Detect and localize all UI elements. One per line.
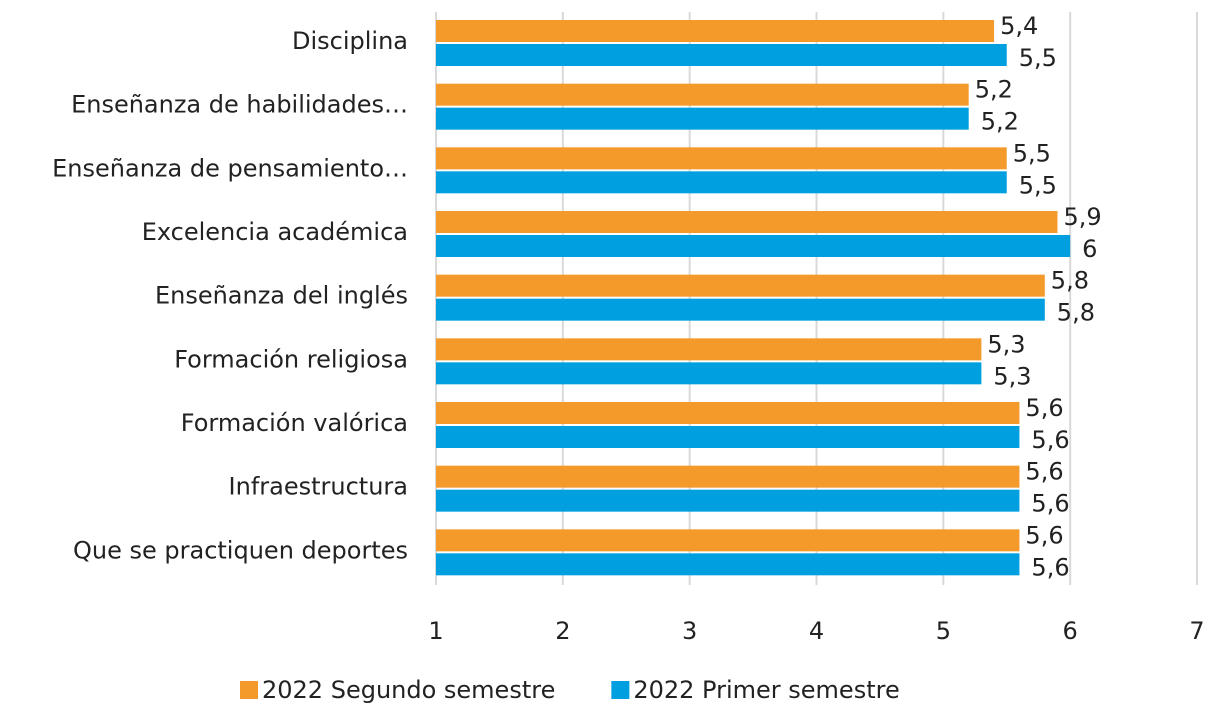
data-label: 5,3 bbox=[987, 330, 1025, 358]
y-tick-label: Infraestructura bbox=[229, 473, 408, 501]
bar bbox=[436, 20, 995, 42]
bar bbox=[436, 402, 1020, 424]
y-tick-label: Disciplina bbox=[292, 27, 408, 55]
bar bbox=[436, 553, 1020, 576]
data-label: 5,6 bbox=[1031, 426, 1069, 454]
bar bbox=[436, 211, 1058, 233]
bar bbox=[436, 44, 1007, 66]
bar bbox=[436, 465, 1020, 488]
legend-label: 2022 Segundo semestre bbox=[262, 676, 555, 704]
data-label: 5,6 bbox=[1031, 490, 1069, 518]
bar bbox=[436, 489, 1020, 512]
data-label: 5,4 bbox=[1000, 12, 1038, 40]
data-label: 5,2 bbox=[975, 76, 1013, 104]
y-tick-label: Enseñanza de pensamiento… bbox=[52, 154, 408, 182]
data-label: 5,5 bbox=[1013, 139, 1051, 167]
legend-swatch bbox=[240, 681, 258, 699]
bar bbox=[436, 171, 1007, 194]
y-tick-label: Enseñanza del inglés bbox=[155, 282, 408, 310]
x-tick-label: 7 bbox=[1189, 617, 1204, 645]
x-tick-label: 2 bbox=[555, 617, 570, 645]
bar bbox=[436, 107, 969, 130]
bar bbox=[436, 426, 1020, 448]
bar bbox=[436, 274, 1045, 297]
data-label: 5,8 bbox=[1057, 299, 1095, 327]
y-tick-label: Formación valórica bbox=[181, 409, 408, 437]
data-label: 5,5 bbox=[1019, 44, 1057, 72]
x-tick-label: 3 bbox=[682, 617, 697, 645]
x-tick-label: 4 bbox=[809, 617, 824, 645]
y-tick-label: Formación religiosa bbox=[174, 345, 408, 373]
x-tick-label: 1 bbox=[428, 617, 443, 645]
data-label: 5,9 bbox=[1063, 203, 1101, 231]
data-label: 6 bbox=[1082, 235, 1097, 263]
data-label: 5,5 bbox=[1019, 171, 1057, 199]
data-label: 5,6 bbox=[1025, 521, 1063, 549]
x-tick-label: 6 bbox=[1063, 617, 1078, 645]
y-tick-label: Enseñanza de habilidades… bbox=[71, 91, 408, 119]
bar bbox=[436, 235, 1071, 257]
data-label: 5,2 bbox=[981, 108, 1019, 136]
bar bbox=[436, 147, 1007, 170]
y-tick-label: Que se practiquen deportes bbox=[73, 536, 408, 564]
legend-swatch bbox=[611, 681, 630, 699]
data-label: 5,6 bbox=[1025, 394, 1063, 422]
legend-label: 2022 Primer semestre bbox=[633, 676, 899, 704]
y-tick-label: Excelencia académica bbox=[142, 218, 408, 246]
x-tick-label: 5 bbox=[936, 617, 951, 645]
data-label: 5,8 bbox=[1051, 267, 1089, 295]
bar bbox=[436, 338, 982, 361]
bar bbox=[436, 83, 969, 106]
data-label: 5,6 bbox=[1031, 553, 1069, 581]
bar bbox=[436, 362, 982, 385]
data-label: 5,3 bbox=[993, 362, 1031, 390]
bar bbox=[436, 529, 1020, 552]
bar bbox=[436, 298, 1045, 321]
data-label: 5,6 bbox=[1025, 458, 1063, 486]
